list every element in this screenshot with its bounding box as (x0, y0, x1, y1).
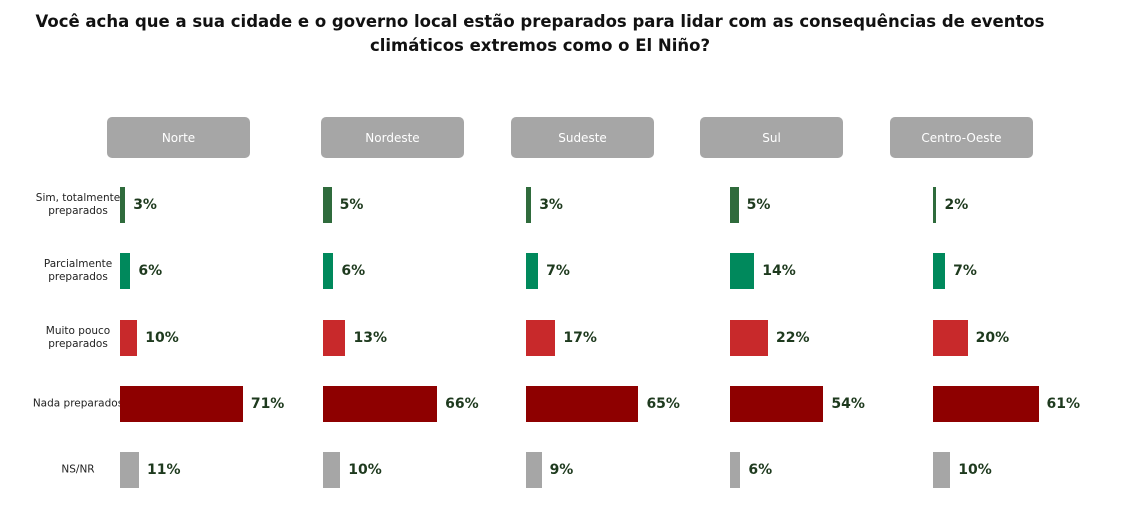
bar (933, 452, 951, 489)
bar (526, 319, 556, 356)
value-label: 13% (353, 329, 387, 346)
bar (730, 385, 824, 422)
value-label: 7% (953, 263, 977, 280)
bar (730, 253, 755, 290)
panel-header: Sul (700, 117, 843, 158)
value-label: 6% (341, 263, 366, 280)
category-label: Muito pouco preparados (45, 324, 111, 350)
value-label: 2% (944, 197, 969, 213)
value-label: 3% (133, 197, 157, 213)
bar (730, 319, 769, 356)
bar (323, 319, 346, 356)
panel-header: Norte (107, 117, 250, 158)
value-label: 5% (339, 197, 364, 213)
category-label: Nada preparados (32, 397, 124, 410)
panel-header: Sudeste (511, 117, 654, 158)
value-label: 22% (776, 329, 810, 346)
bar (526, 253, 539, 290)
value-label: 10% (348, 462, 382, 479)
bar (526, 452, 542, 489)
bar (933, 253, 946, 290)
chart-title: Você acha que a sua cidade e o governo l… (35, 12, 1045, 55)
category-label: Sim, totalmente preparados (35, 192, 121, 217)
bar (730, 452, 741, 489)
bar (933, 319, 968, 356)
bar (120, 187, 126, 223)
panel-header: Nordeste (321, 117, 464, 158)
value-label: 17% (563, 329, 597, 346)
value-label: 66% (445, 395, 479, 412)
bar (120, 253, 131, 290)
bar (526, 385, 639, 422)
category-label: Parcialmente preparados (43, 258, 113, 284)
bar (730, 187, 739, 223)
value-label: 10% (958, 462, 992, 479)
value-label: 5% (746, 197, 771, 213)
bar (120, 385, 243, 422)
bar (526, 187, 532, 223)
value-label: 6% (138, 263, 163, 280)
bar (933, 385, 1039, 422)
panel-header: Centro-Oeste (890, 117, 1033, 158)
value-label: 14% (762, 263, 796, 280)
bar (933, 187, 937, 223)
value-label: 7% (546, 263, 570, 280)
value-label: 11% (147, 462, 181, 479)
bar (323, 187, 332, 223)
value-label: 20% (975, 329, 1010, 346)
value-label: 54% (831, 395, 865, 412)
bar (120, 319, 138, 356)
bar (323, 253, 334, 290)
value-label: 65% (646, 395, 680, 412)
value-label: 9% (549, 462, 574, 479)
value-label: 6% (748, 462, 773, 479)
value-label: 61% (1046, 395, 1081, 412)
bar (323, 385, 438, 422)
value-label: 10% (145, 329, 179, 346)
category-label: NS/NR (61, 463, 95, 476)
value-label: 3% (539, 197, 563, 213)
bar (120, 452, 140, 489)
bar (323, 452, 341, 489)
value-label: 71% (250, 395, 285, 412)
